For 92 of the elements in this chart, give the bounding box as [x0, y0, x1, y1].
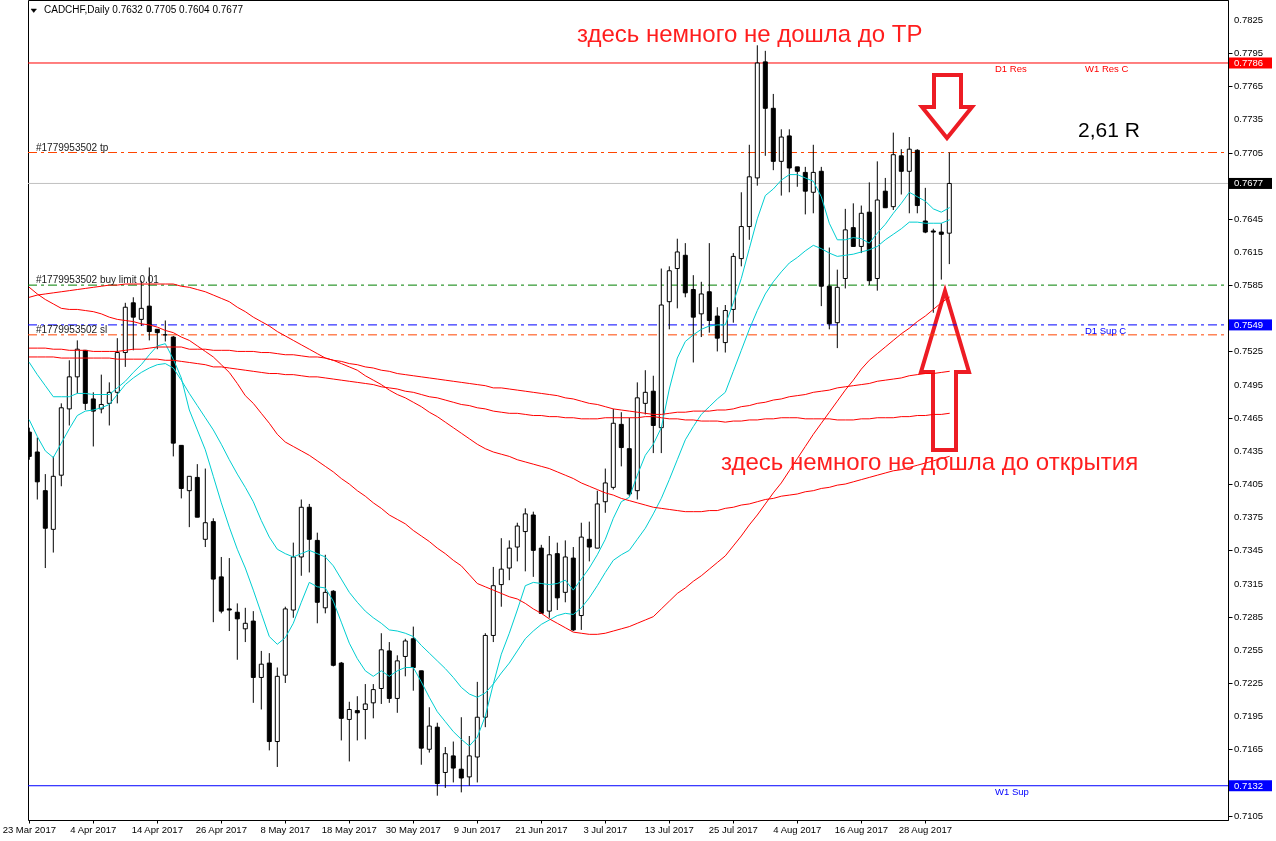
text: 2,61 R — [1078, 118, 1140, 141]
candlestick — [226, 557, 232, 632]
y-tick-label: 0.7315 — [1234, 577, 1264, 589]
ref-line-label: #1779953502 sl — [36, 323, 108, 335]
y-tick-label: 0.7165 — [1234, 743, 1264, 755]
candlestick — [506, 539, 512, 581]
chart-title: CADCHF,Daily 0.7632 0.7705 0.7604 0.7677 — [44, 4, 244, 15]
y-tick-label: 0.7765 — [1234, 80, 1264, 92]
x-tick-label: 4 Apr 2017 — [70, 823, 117, 835]
candlestick — [162, 319, 168, 342]
candlestick — [426, 706, 432, 754]
candlestick — [522, 507, 528, 572]
y-tick-label: 0.7255 — [1234, 643, 1264, 655]
y-tick-label: 0.7375 — [1234, 511, 1264, 523]
y-tick-label: 0.7645 — [1234, 212, 1264, 224]
candlestick — [642, 369, 648, 415]
candlestick — [202, 468, 208, 548]
candlestick — [186, 475, 192, 528]
candlestick — [674, 238, 680, 309]
candlestick — [346, 701, 352, 762]
x-tick-label: 21 Jun 2017 — [515, 823, 568, 835]
y-tick-label: 0.7677 — [1234, 177, 1264, 189]
y-tick-label: 0.7549 — [1234, 318, 1264, 330]
candlestick — [794, 166, 800, 188]
candlestick — [130, 296, 136, 351]
x-tick-label: 9 Jun 2017 — [453, 823, 501, 835]
y-tick-label: 0.7585 — [1234, 279, 1264, 291]
annotation: W1 Sup — [995, 785, 1029, 797]
candlestick — [922, 187, 928, 234]
candlestick — [898, 148, 904, 195]
candlestick — [938, 222, 944, 281]
y-tick-label: 0.7465 — [1234, 411, 1264, 423]
annotation: здесь немного не дошла до TP — [577, 20, 923, 47]
annotation: D1 Res — [995, 62, 1027, 74]
candlestick — [322, 554, 328, 614]
y-tick-label: 0.7825 — [1234, 13, 1264, 25]
x-tick-label: 8 May 2017 — [260, 823, 311, 835]
candlestick — [714, 306, 720, 352]
candlestick — [154, 328, 160, 350]
candlestick — [466, 735, 472, 787]
y-tick-label: 0.7795 — [1234, 47, 1264, 59]
candlestick — [810, 144, 816, 214]
candlestick — [442, 746, 448, 789]
candlestick — [498, 537, 504, 608]
x-tick-label: 28 Aug 2017 — [898, 823, 952, 835]
candlestick — [882, 177, 888, 209]
y-tick-label: 0.7225 — [1234, 676, 1264, 688]
candlestick — [90, 391, 96, 447]
candlestick — [850, 202, 856, 247]
x-tick-label: 4 Aug 2017 — [773, 823, 822, 835]
candlestick — [362, 683, 368, 740]
candlestick — [458, 716, 464, 793]
candlestick — [258, 650, 264, 710]
x-tick-label: 18 May 2017 — [321, 823, 377, 835]
x-tick-label: 13 Jul 2017 — [644, 823, 694, 835]
candlestick — [514, 522, 520, 562]
x-tick-label: 30 May 2017 — [385, 823, 441, 835]
x-tick-label: 14 Apr 2017 — [131, 823, 183, 835]
y-tick-label: 0.7525 — [1234, 345, 1264, 357]
y-tick-label: 0.7132 — [1234, 779, 1264, 791]
candlestick — [618, 411, 624, 467]
candlestick — [698, 281, 704, 338]
annotation: W1 Res C — [1085, 62, 1129, 74]
x-tick-label: 16 Aug 2017 — [834, 823, 888, 835]
candlestick — [930, 228, 936, 314]
x-tick-label: 23 Mar 2017 — [2, 823, 56, 835]
x-tick-label: 25 Jul 2017 — [708, 823, 758, 835]
candlestick — [802, 166, 808, 215]
candlestick — [586, 521, 592, 562]
candlestick — [234, 602, 240, 661]
candlestick — [450, 741, 456, 783]
x-tick-label: 3 Jul 2017 — [583, 823, 628, 835]
y-tick-label: 0.7705 — [1234, 146, 1264, 158]
y-tick-label: 0.7786 — [1234, 56, 1264, 68]
y-tick-label: 0.7495 — [1234, 378, 1264, 390]
annotation: D1 Sup C — [1085, 324, 1127, 336]
candlestick — [602, 468, 608, 514]
candlestick — [402, 638, 408, 677]
candlestick — [906, 136, 912, 214]
y-tick-label: 0.7615 — [1234, 245, 1264, 257]
y-tick-label: 0.7435 — [1234, 444, 1264, 456]
y-tick-label: 0.7345 — [1234, 544, 1264, 556]
x-tick-label: 26 Apr 2017 — [195, 823, 247, 835]
y-tick-label: 0.7405 — [1234, 478, 1264, 490]
ref-line-label: #1779953502 tp — [36, 141, 109, 153]
y-tick-label: 0.7195 — [1234, 710, 1264, 722]
y-tick-label: 0.7105 — [1234, 809, 1264, 821]
y-tick-label: 0.7735 — [1234, 113, 1264, 125]
candlestick — [354, 695, 360, 741]
y-tick-label: 0.7285 — [1234, 610, 1264, 622]
candlestick — [370, 683, 376, 719]
candlestick — [242, 607, 248, 643]
